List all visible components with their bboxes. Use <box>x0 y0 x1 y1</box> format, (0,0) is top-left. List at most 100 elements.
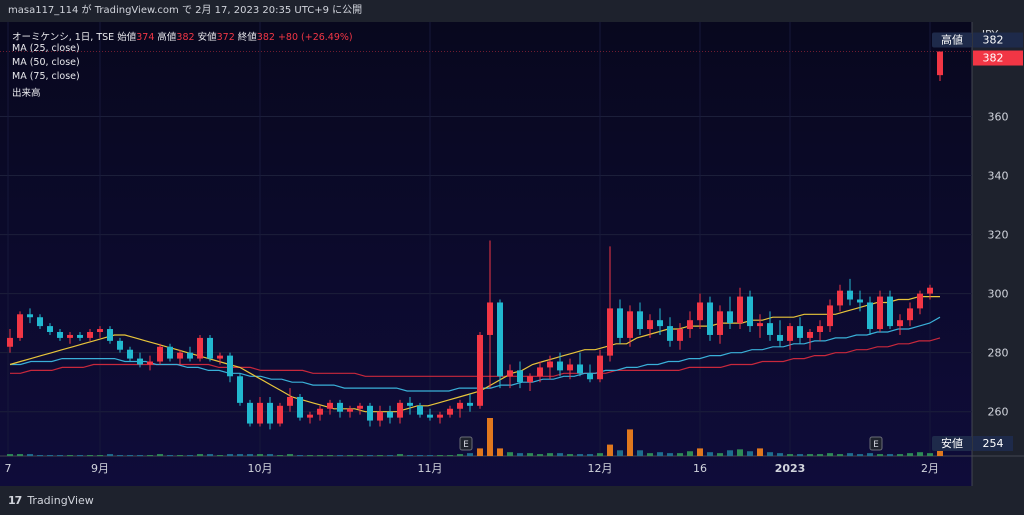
candle-body <box>837 290 843 306</box>
volume-bar <box>897 454 903 456</box>
volume-bar <box>317 455 323 457</box>
earnings-event-box <box>869 436 883 451</box>
volume-bar <box>387 455 393 457</box>
candle-body <box>827 305 833 327</box>
last-price-value: 382 <box>983 52 1004 65</box>
candle-body <box>897 320 903 327</box>
volume-bar <box>177 455 183 457</box>
volume-bar <box>87 455 93 457</box>
candle-body <box>127 349 133 359</box>
candle-body <box>367 405 373 421</box>
candle-body <box>267 402 273 424</box>
time-tick-label: 12月 <box>588 462 613 475</box>
volume-bar <box>257 454 263 456</box>
volume-bar <box>357 455 363 457</box>
tradingview-logo-icon[interactable]: 17 <box>8 494 22 507</box>
legend-ma75[interactable]: MA (75, close) <box>12 71 80 82</box>
candle-body <box>667 326 673 341</box>
volume-bar <box>277 455 283 457</box>
price-tick-label: 300 <box>988 288 1009 301</box>
low-marker-value: 254 <box>983 437 1004 450</box>
candle-body <box>357 405 363 409</box>
price-chart[interactable]: 260280300320340360JPY 79月10月11月12月162023… <box>0 22 1024 486</box>
candle-body <box>327 402 333 409</box>
volume-bar <box>617 450 623 456</box>
volume-bar <box>47 455 53 457</box>
volume-bar <box>607 444 613 456</box>
volume-bar <box>867 453 873 456</box>
volume-bar <box>197 454 203 456</box>
price-tick-label: 340 <box>988 170 1009 183</box>
candle-body <box>197 337 203 359</box>
volume-bar <box>637 450 643 456</box>
candle-body <box>297 396 303 418</box>
candle-body <box>237 376 243 403</box>
price-tick-label: 360 <box>988 110 1009 123</box>
volume-bar <box>337 455 343 457</box>
price-tick-label: 260 <box>988 406 1009 419</box>
volume-bar <box>437 455 443 457</box>
earnings-event-label: E <box>873 440 879 450</box>
volume-bar <box>647 453 653 456</box>
candle-body <box>77 334 83 338</box>
footer-brand[interactable]: TradingView <box>27 494 94 507</box>
volume-bar <box>847 453 853 456</box>
volume-bar <box>67 455 73 457</box>
candle-body <box>877 296 883 330</box>
candle-body <box>597 355 603 380</box>
candle-body <box>777 334 783 341</box>
candle-body <box>377 411 383 421</box>
candle-body <box>697 302 703 321</box>
candle-body <box>787 326 793 341</box>
volume-bar <box>477 448 483 456</box>
candle-body <box>387 411 393 418</box>
volume-bar <box>767 452 773 456</box>
volume-bar <box>527 453 533 456</box>
candle-body <box>547 361 553 368</box>
candle-body <box>567 364 573 371</box>
candle-body <box>397 402 403 418</box>
candle-body <box>707 302 713 335</box>
legend-volume[interactable]: 出来高 <box>12 88 41 99</box>
candle-body <box>277 405 283 424</box>
candle-body <box>537 367 543 377</box>
volume-bar <box>907 453 913 456</box>
volume-bar <box>457 454 463 456</box>
time-tick-label: 7 <box>5 462 12 475</box>
volume-bar <box>727 450 733 456</box>
volume-bar <box>147 455 153 457</box>
volume-bar <box>627 429 633 456</box>
legend-ma25[interactable]: MA (25, close) <box>12 43 80 54</box>
candle-body <box>477 334 483 406</box>
volume-bar <box>657 452 663 456</box>
candle-body <box>27 314 33 318</box>
candle-body <box>447 408 453 415</box>
candle-body <box>887 296 893 327</box>
volume-bar <box>167 455 173 457</box>
volume-bar <box>697 448 703 456</box>
volume-bar <box>57 455 63 457</box>
candle-body <box>207 337 213 359</box>
candle-body <box>637 311 643 330</box>
candle-body <box>217 355 223 359</box>
volume-bar <box>567 454 573 456</box>
candle-body <box>527 376 533 383</box>
volume-bar <box>7 454 13 456</box>
candle-body <box>157 346 163 362</box>
plot-background <box>0 22 972 486</box>
legend-open-label: 始値 <box>117 32 137 43</box>
legend-ma50[interactable]: MA (50, close) <box>12 57 80 68</box>
volume-bar <box>837 454 843 456</box>
volume-bar <box>757 448 763 456</box>
candle-body <box>607 308 613 356</box>
candle-body <box>507 370 513 377</box>
candle-body <box>247 402 253 424</box>
candle-body <box>657 320 663 327</box>
candle-body <box>747 296 753 327</box>
volume-bar <box>237 454 243 456</box>
candle-body <box>67 334 73 338</box>
volume-bar <box>857 454 863 456</box>
candle-body <box>627 311 633 338</box>
volume-bar <box>137 455 143 457</box>
